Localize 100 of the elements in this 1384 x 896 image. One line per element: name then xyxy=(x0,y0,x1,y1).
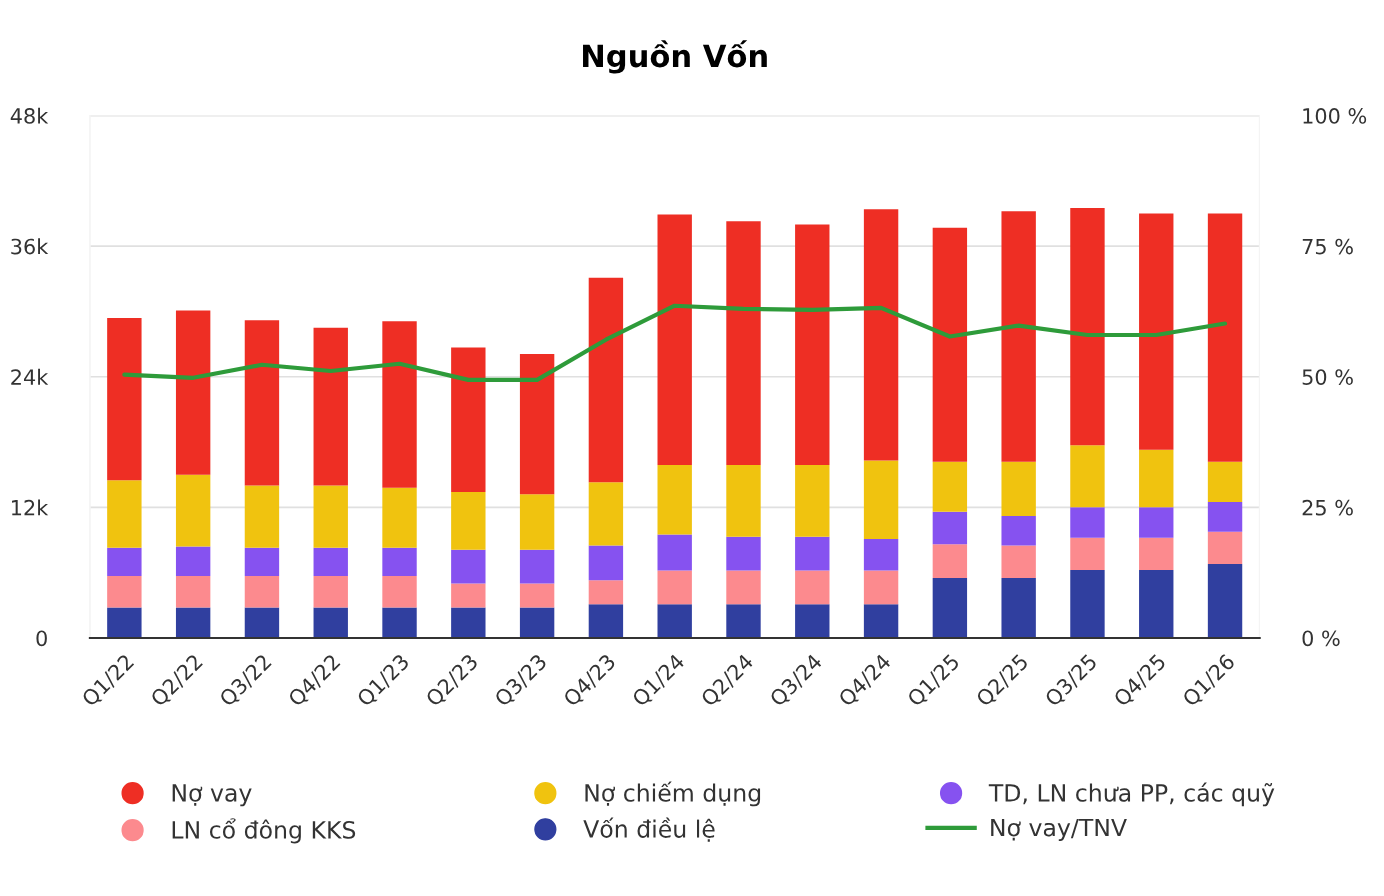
bar xyxy=(244,607,280,638)
bar xyxy=(657,570,692,605)
bar xyxy=(519,583,555,608)
bar xyxy=(107,318,142,481)
bar xyxy=(1070,569,1105,638)
bar xyxy=(519,494,555,550)
bar xyxy=(519,353,555,495)
bar xyxy=(1070,208,1105,446)
bar xyxy=(175,546,211,576)
y-tick-label: 24k xyxy=(11,368,49,385)
bar xyxy=(1070,445,1105,508)
bar xyxy=(932,227,968,462)
bar xyxy=(175,310,211,475)
bar xyxy=(932,461,968,512)
bar xyxy=(107,607,142,638)
bar xyxy=(1139,507,1174,538)
bar xyxy=(382,607,417,638)
legend-label: Nợ vay/TNV xyxy=(991,818,1127,842)
bar xyxy=(451,549,486,584)
bar xyxy=(588,545,624,581)
bar xyxy=(519,607,555,638)
y-tick-label: 12k xyxy=(12,499,49,516)
bar xyxy=(588,580,624,605)
bar xyxy=(519,549,555,584)
bar xyxy=(175,474,211,547)
bar xyxy=(382,575,417,608)
bar xyxy=(863,604,899,638)
bar xyxy=(1139,449,1174,508)
bar xyxy=(863,538,899,571)
legend-label: LN cổ đông KKS xyxy=(172,818,356,844)
bar xyxy=(1001,516,1036,546)
bar xyxy=(932,578,968,638)
y-tick-label: 48k xyxy=(10,107,49,124)
bar xyxy=(657,604,692,638)
y2-tick-label: 100 % xyxy=(1303,108,1367,124)
bar xyxy=(1001,578,1036,638)
line-series xyxy=(122,303,1228,382)
bar xyxy=(863,209,899,461)
y2-tick-label: 50 % xyxy=(1302,369,1353,385)
bar xyxy=(244,320,280,486)
bar xyxy=(588,604,624,638)
bar xyxy=(1001,461,1036,517)
bar xyxy=(313,327,348,486)
bar xyxy=(1070,507,1105,538)
bar xyxy=(1207,563,1243,638)
legend-label: Vốn điều lệ xyxy=(583,817,715,842)
legend-label: Nợ chiếm dụng xyxy=(585,781,761,807)
bar xyxy=(795,224,830,465)
bar xyxy=(175,575,211,608)
bar xyxy=(382,547,417,576)
bar xyxy=(588,277,624,483)
bar xyxy=(382,321,417,488)
bar xyxy=(244,575,280,608)
bar xyxy=(244,485,280,548)
bar xyxy=(932,544,968,579)
bar xyxy=(107,547,142,576)
bar xyxy=(657,464,692,535)
bar xyxy=(726,536,761,571)
bar xyxy=(726,464,761,537)
bar xyxy=(1207,501,1243,532)
bar xyxy=(795,464,830,537)
bar xyxy=(588,482,624,546)
bar xyxy=(451,583,486,608)
bar xyxy=(175,607,211,638)
bar xyxy=(795,604,830,638)
y2-tick-label: 0 % xyxy=(1302,630,1340,647)
bar xyxy=(1207,531,1243,564)
bar xyxy=(313,607,348,638)
bar xyxy=(795,536,830,571)
bar xyxy=(1207,213,1243,462)
bar xyxy=(451,347,486,493)
bar xyxy=(1139,569,1174,638)
bar xyxy=(1001,211,1036,462)
bar xyxy=(451,607,486,638)
bar xyxy=(657,214,692,465)
legend-label: TD, LN chưa PP, các quỹ xyxy=(988,782,1275,807)
bar xyxy=(313,575,348,608)
bar xyxy=(313,485,348,548)
bar xyxy=(726,570,761,605)
chart-title: Nguồn Vốn xyxy=(583,40,767,74)
y-tick-label: 0 xyxy=(36,630,47,647)
bar xyxy=(244,547,280,576)
bar xyxy=(1207,461,1243,502)
bar xyxy=(932,511,968,545)
bar xyxy=(863,570,899,605)
bar xyxy=(726,221,761,465)
bar xyxy=(451,492,486,550)
bar xyxy=(1001,545,1036,579)
bar xyxy=(863,460,899,539)
legend-label: Nợ vay xyxy=(172,784,252,807)
bar xyxy=(1139,213,1174,450)
bar xyxy=(726,604,761,638)
bar xyxy=(795,570,830,605)
bar xyxy=(1070,537,1105,570)
y-tick-label: 36k xyxy=(11,238,49,255)
bar xyxy=(1139,537,1174,570)
bar xyxy=(107,575,142,608)
bar xyxy=(313,547,348,576)
bar xyxy=(382,487,417,548)
y2-tick-label: 25 % xyxy=(1302,499,1353,516)
